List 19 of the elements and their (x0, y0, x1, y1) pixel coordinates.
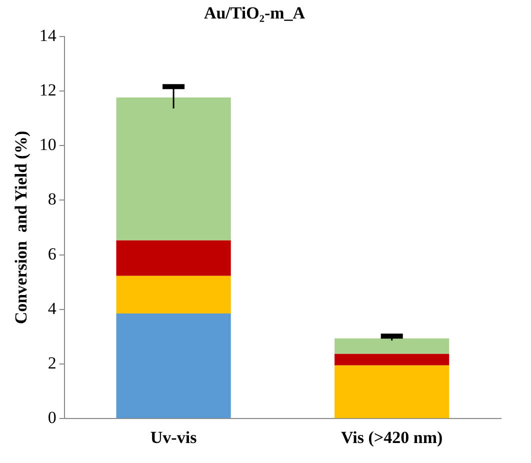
x-tick-label: Uv-vis (150, 428, 198, 448)
y-tick-label: 2 (48, 353, 56, 372)
x-tick-label: Vis (>420 nm) (341, 428, 443, 448)
bar (116, 313, 231, 418)
y-axis-title: Conversion and Yield (%) (12, 130, 31, 324)
bar (116, 240, 231, 276)
y-tick-label: 12 (39, 80, 56, 100)
bar (334, 354, 450, 366)
bar (334, 365, 450, 418)
bar (116, 98, 231, 240)
bar (116, 276, 231, 314)
chart-title: Au/TiO₂-m_A (204, 4, 306, 23)
y-tick-label: 6 (48, 244, 56, 264)
y-tick-label: 0 (48, 408, 56, 428)
y-tick-label: 8 (48, 190, 56, 209)
y-tick-label: 4 (48, 298, 57, 318)
bar (334, 338, 450, 354)
y-tick-label: 14 (39, 26, 57, 45)
y-tick-label: 10 (39, 135, 56, 154)
